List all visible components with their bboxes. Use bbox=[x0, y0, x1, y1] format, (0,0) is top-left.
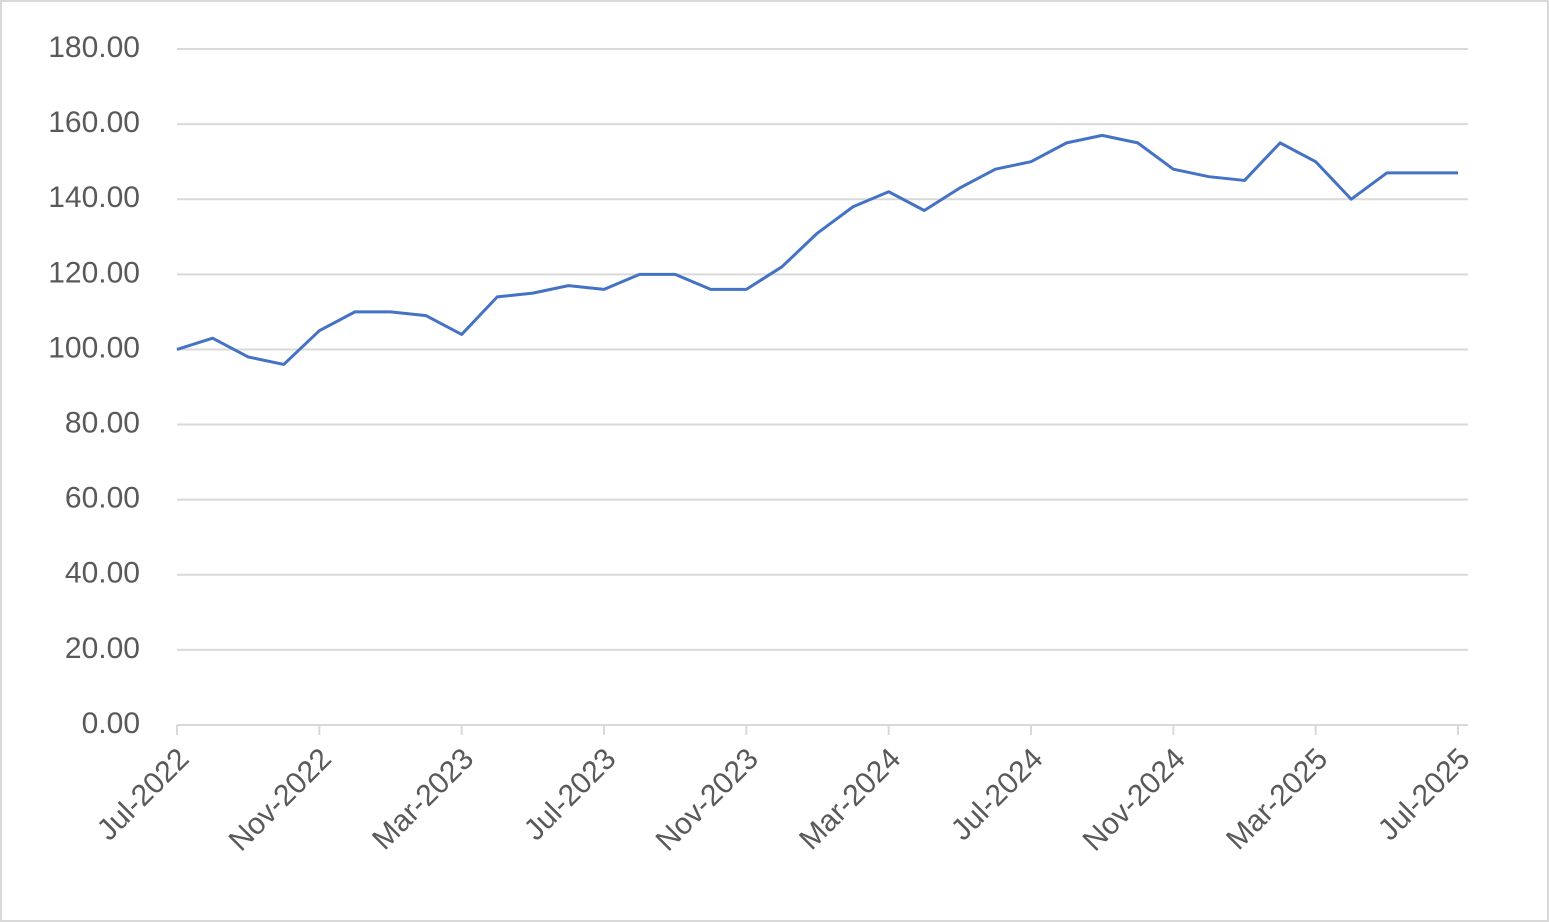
y-tick-label: 140.00 bbox=[48, 181, 140, 214]
y-tick-label: 180.00 bbox=[48, 31, 140, 64]
y-tick-label: 0.00 bbox=[82, 707, 140, 740]
y-tick-label: 40.00 bbox=[65, 557, 140, 590]
y-tick-label: 100.00 bbox=[48, 331, 140, 364]
y-tick-label: 160.00 bbox=[48, 106, 140, 139]
y-tick-label: 80.00 bbox=[65, 406, 140, 439]
y-tick-label: 60.00 bbox=[65, 482, 140, 515]
y-tick-label: 20.00 bbox=[65, 632, 140, 665]
y-tick-label: 120.00 bbox=[48, 256, 140, 289]
data-line bbox=[176, 133, 1458, 366]
